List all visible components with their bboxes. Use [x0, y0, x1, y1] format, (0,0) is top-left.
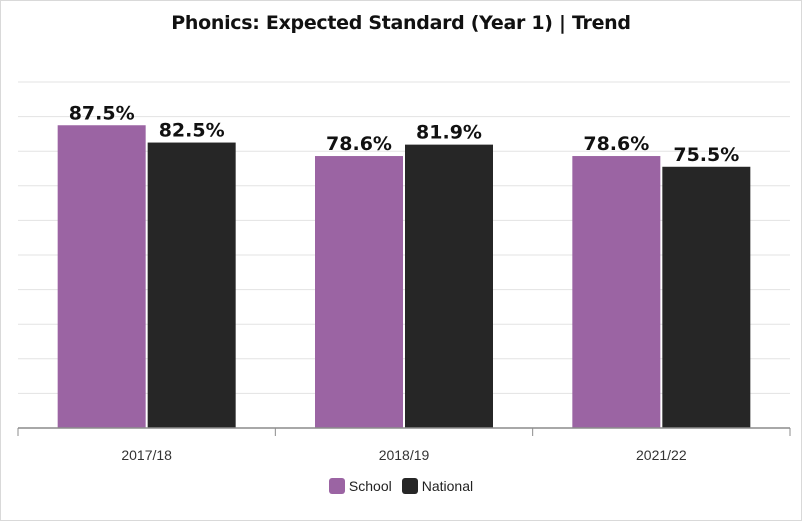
- legend-label-national: National: [421, 478, 474, 494]
- chart-title: Phonics: Expected Standard (Year 1) | Tr…: [171, 12, 631, 34]
- x-tick-label: 2021/22: [636, 447, 687, 463]
- data-label: 87.5%: [69, 102, 135, 124]
- bar-school-2[interactable]: [572, 156, 661, 428]
- data-label: 82.5%: [159, 120, 225, 142]
- data-label: 78.6%: [583, 133, 649, 155]
- bar-national-2[interactable]: [662, 166, 751, 428]
- bar-national-1[interactable]: [405, 144, 493, 428]
- bar-national-0[interactable]: [147, 142, 236, 429]
- x-tick-label: 2017/18: [121, 447, 172, 463]
- legend-item-school[interactable]: School: [328, 478, 392, 494]
- data-label: 75.5%: [673, 144, 739, 166]
- legend-swatch-national: [401, 478, 418, 494]
- legend-label-school: School: [348, 478, 392, 494]
- bar-school-1[interactable]: [315, 156, 403, 428]
- chart-legend: School National: [0, 478, 802, 494]
- data-label: 78.6%: [326, 133, 392, 155]
- bar-school-0[interactable]: [57, 125, 146, 428]
- legend-swatch-school: [328, 478, 345, 494]
- legend-item-national[interactable]: National: [401, 478, 474, 494]
- x-tick-label: 2018/19: [379, 447, 430, 463]
- data-label: 81.9%: [416, 122, 482, 144]
